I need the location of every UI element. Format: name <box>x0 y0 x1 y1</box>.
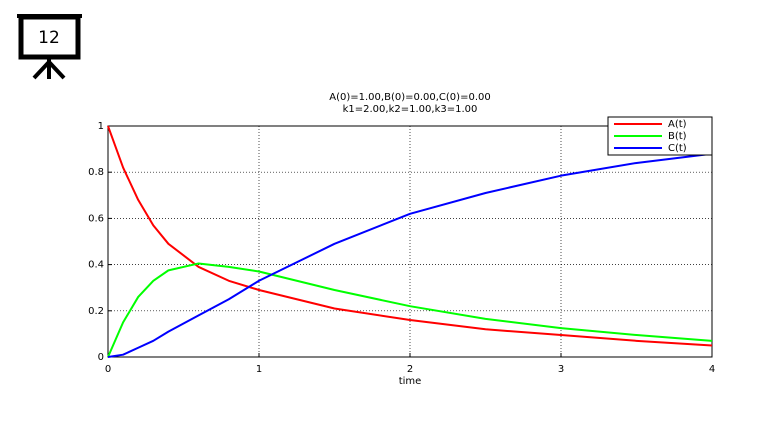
series-line <box>107 262 713 358</box>
series-line <box>107 152 713 358</box>
legend-label: A(t) <box>668 119 687 130</box>
plot-frame <box>107 125 713 358</box>
y-tick-label: 0.4 <box>88 260 104 271</box>
x-tick-label: 2 <box>407 364 413 375</box>
plot: 0 1 2 3 4 0 0.2 0.4 0.6 0.8 1 A(t)B(t)C(t) <box>88 116 715 375</box>
leg <box>32 60 51 80</box>
y-tick-label: 1 <box>98 121 104 132</box>
x-tick-label: 4 <box>709 364 715 375</box>
y-tick-label: 0.8 <box>88 167 104 178</box>
x-tick-label: 0 <box>105 364 111 375</box>
y-tick-label: 0.2 <box>88 306 104 317</box>
leg <box>47 60 66 80</box>
chart-subtitle: k1=2.00,k2=1.00,k3=1.00 <box>343 104 478 115</box>
slide-number: 12 <box>38 28 60 48</box>
legend-label: B(t) <box>668 131 687 142</box>
y-tick-label: 0.6 <box>88 213 104 224</box>
y-tick-label: 0 <box>98 352 104 363</box>
chart-title: A(0)=1.00,B(0)=0.00,C(0)=0.00 <box>329 92 490 103</box>
legend: A(t)B(t)C(t) <box>607 116 713 156</box>
x-tick-label: 3 <box>558 364 564 375</box>
x-tick-label: 1 <box>256 364 262 375</box>
series-line <box>107 125 713 347</box>
legend-label: C(t) <box>668 143 687 154</box>
presentation-icon: 12 <box>17 14 82 80</box>
x-axis-label: time <box>399 376 422 387</box>
